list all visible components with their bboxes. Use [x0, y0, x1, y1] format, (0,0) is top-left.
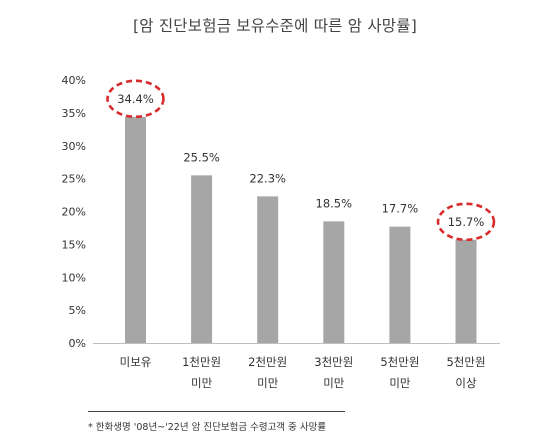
- chart-footnote: * 한화생명 '08년~'22년 암 진단보험금 수령고객 중 사망률: [88, 422, 327, 433]
- y-tick-label: 30%: [62, 140, 86, 153]
- x-tick-label: 미보유: [120, 355, 152, 369]
- bar: [125, 116, 146, 343]
- y-tick-label: 10%: [62, 271, 86, 284]
- highlight-circle: [106, 79, 165, 119]
- x-tick-label: 5천만원: [446, 355, 485, 369]
- y-tick-label: 15%: [62, 238, 86, 251]
- data-label: 25.5%: [183, 150, 220, 164]
- x-tick-label: 3천만원: [314, 355, 353, 369]
- bar: [257, 196, 279, 343]
- x-tick-label: 미만: [257, 376, 279, 390]
- data-label: 17.7%: [382, 202, 419, 216]
- x-tick-label: 1천만원: [182, 355, 221, 369]
- bar: [323, 221, 345, 343]
- x-tick-label: 미만: [323, 376, 345, 390]
- data-label: 15.7%: [448, 215, 485, 229]
- x-tick-label: 5천만원: [380, 355, 419, 369]
- x-tick-label: 미만: [389, 376, 411, 390]
- x-tick-label: 미만: [191, 376, 213, 390]
- highlight-circle: [436, 202, 496, 242]
- y-tick-label: 35%: [62, 107, 86, 120]
- y-tick-label: 20%: [62, 206, 86, 219]
- y-tick-label: 0%: [69, 337, 86, 350]
- x-tick-label: 2천만원: [248, 355, 287, 369]
- y-tick-label: 5%: [69, 304, 86, 317]
- bar: [389, 226, 411, 343]
- chart-title: [암 진단보험금 보유수준에 따른 암 사망률]: [133, 17, 417, 35]
- y-tick-label: 25%: [62, 173, 86, 186]
- data-label: 34.4%: [117, 92, 154, 106]
- data-label: 22.3%: [249, 171, 286, 185]
- bar: [191, 175, 213, 343]
- bar: [455, 239, 477, 343]
- x-tick-label: 이상: [455, 376, 477, 390]
- y-tick-label: 40%: [62, 74, 86, 87]
- data-label: 18.5%: [316, 196, 353, 210]
